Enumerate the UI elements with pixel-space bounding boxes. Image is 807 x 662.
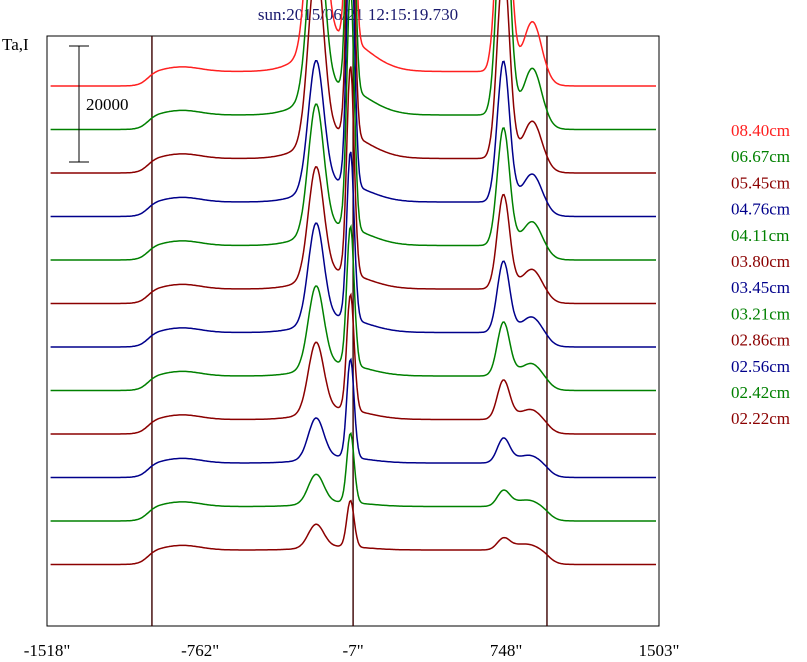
legend-entry: 06.67cm	[731, 147, 790, 166]
legend-entry: 04.11cm	[731, 226, 789, 245]
series-line-02-56cm	[50, 357, 656, 479]
series-line-04-11cm	[50, 0, 656, 261]
legend-entry: 03.21cm	[731, 304, 790, 323]
series-line-05-45cm	[50, 0, 656, 174]
series-line-08-40cm	[50, 0, 656, 87]
legend-entry: 03.80cm	[731, 252, 790, 271]
x-tick-label: 748"	[490, 641, 522, 660]
series-line-03-21cm	[50, 224, 656, 392]
series-line-02-86cm	[50, 292, 656, 435]
x-tick-label: -762"	[181, 641, 219, 660]
y-axis-label: Ta,I	[2, 35, 29, 54]
legend-entry: 02.42cm	[731, 383, 790, 402]
series-line-06-67cm	[50, 0, 656, 131]
x-tick-label: -7"	[343, 641, 364, 660]
scale-bar-label: 20000	[86, 95, 129, 114]
legend-entry: 04.76cm	[731, 200, 790, 219]
legend: 08.40cm 06.67cm 05.45cm 04.76cm 04.11cm 03.80…	[731, 121, 790, 428]
series-line-04-76cm	[50, 0, 656, 218]
series-group	[50, 0, 656, 566]
x-tick-label: -1518"	[24, 641, 71, 660]
legend-entry: 08.40cm	[731, 121, 790, 140]
legend-entry: 02.22cm	[731, 409, 790, 428]
series-line-03-45cm	[50, 151, 656, 348]
legend-entry: 02.86cm	[731, 331, 790, 350]
scale-bar: 20000	[69, 45, 129, 163]
legend-entry: 03.45cm	[731, 278, 790, 297]
series-line-02-22cm	[50, 499, 656, 566]
legend-entry: 05.45cm	[731, 173, 790, 192]
legend-entry: 02.56cm	[731, 357, 790, 376]
series-line-03-80cm	[50, 66, 656, 305]
x-tick-labels: -1518" -762" -7" 748" 1503"	[24, 641, 680, 660]
x-tick-label: 1503"	[639, 641, 680, 660]
series-line-02-42cm	[50, 431, 656, 522]
